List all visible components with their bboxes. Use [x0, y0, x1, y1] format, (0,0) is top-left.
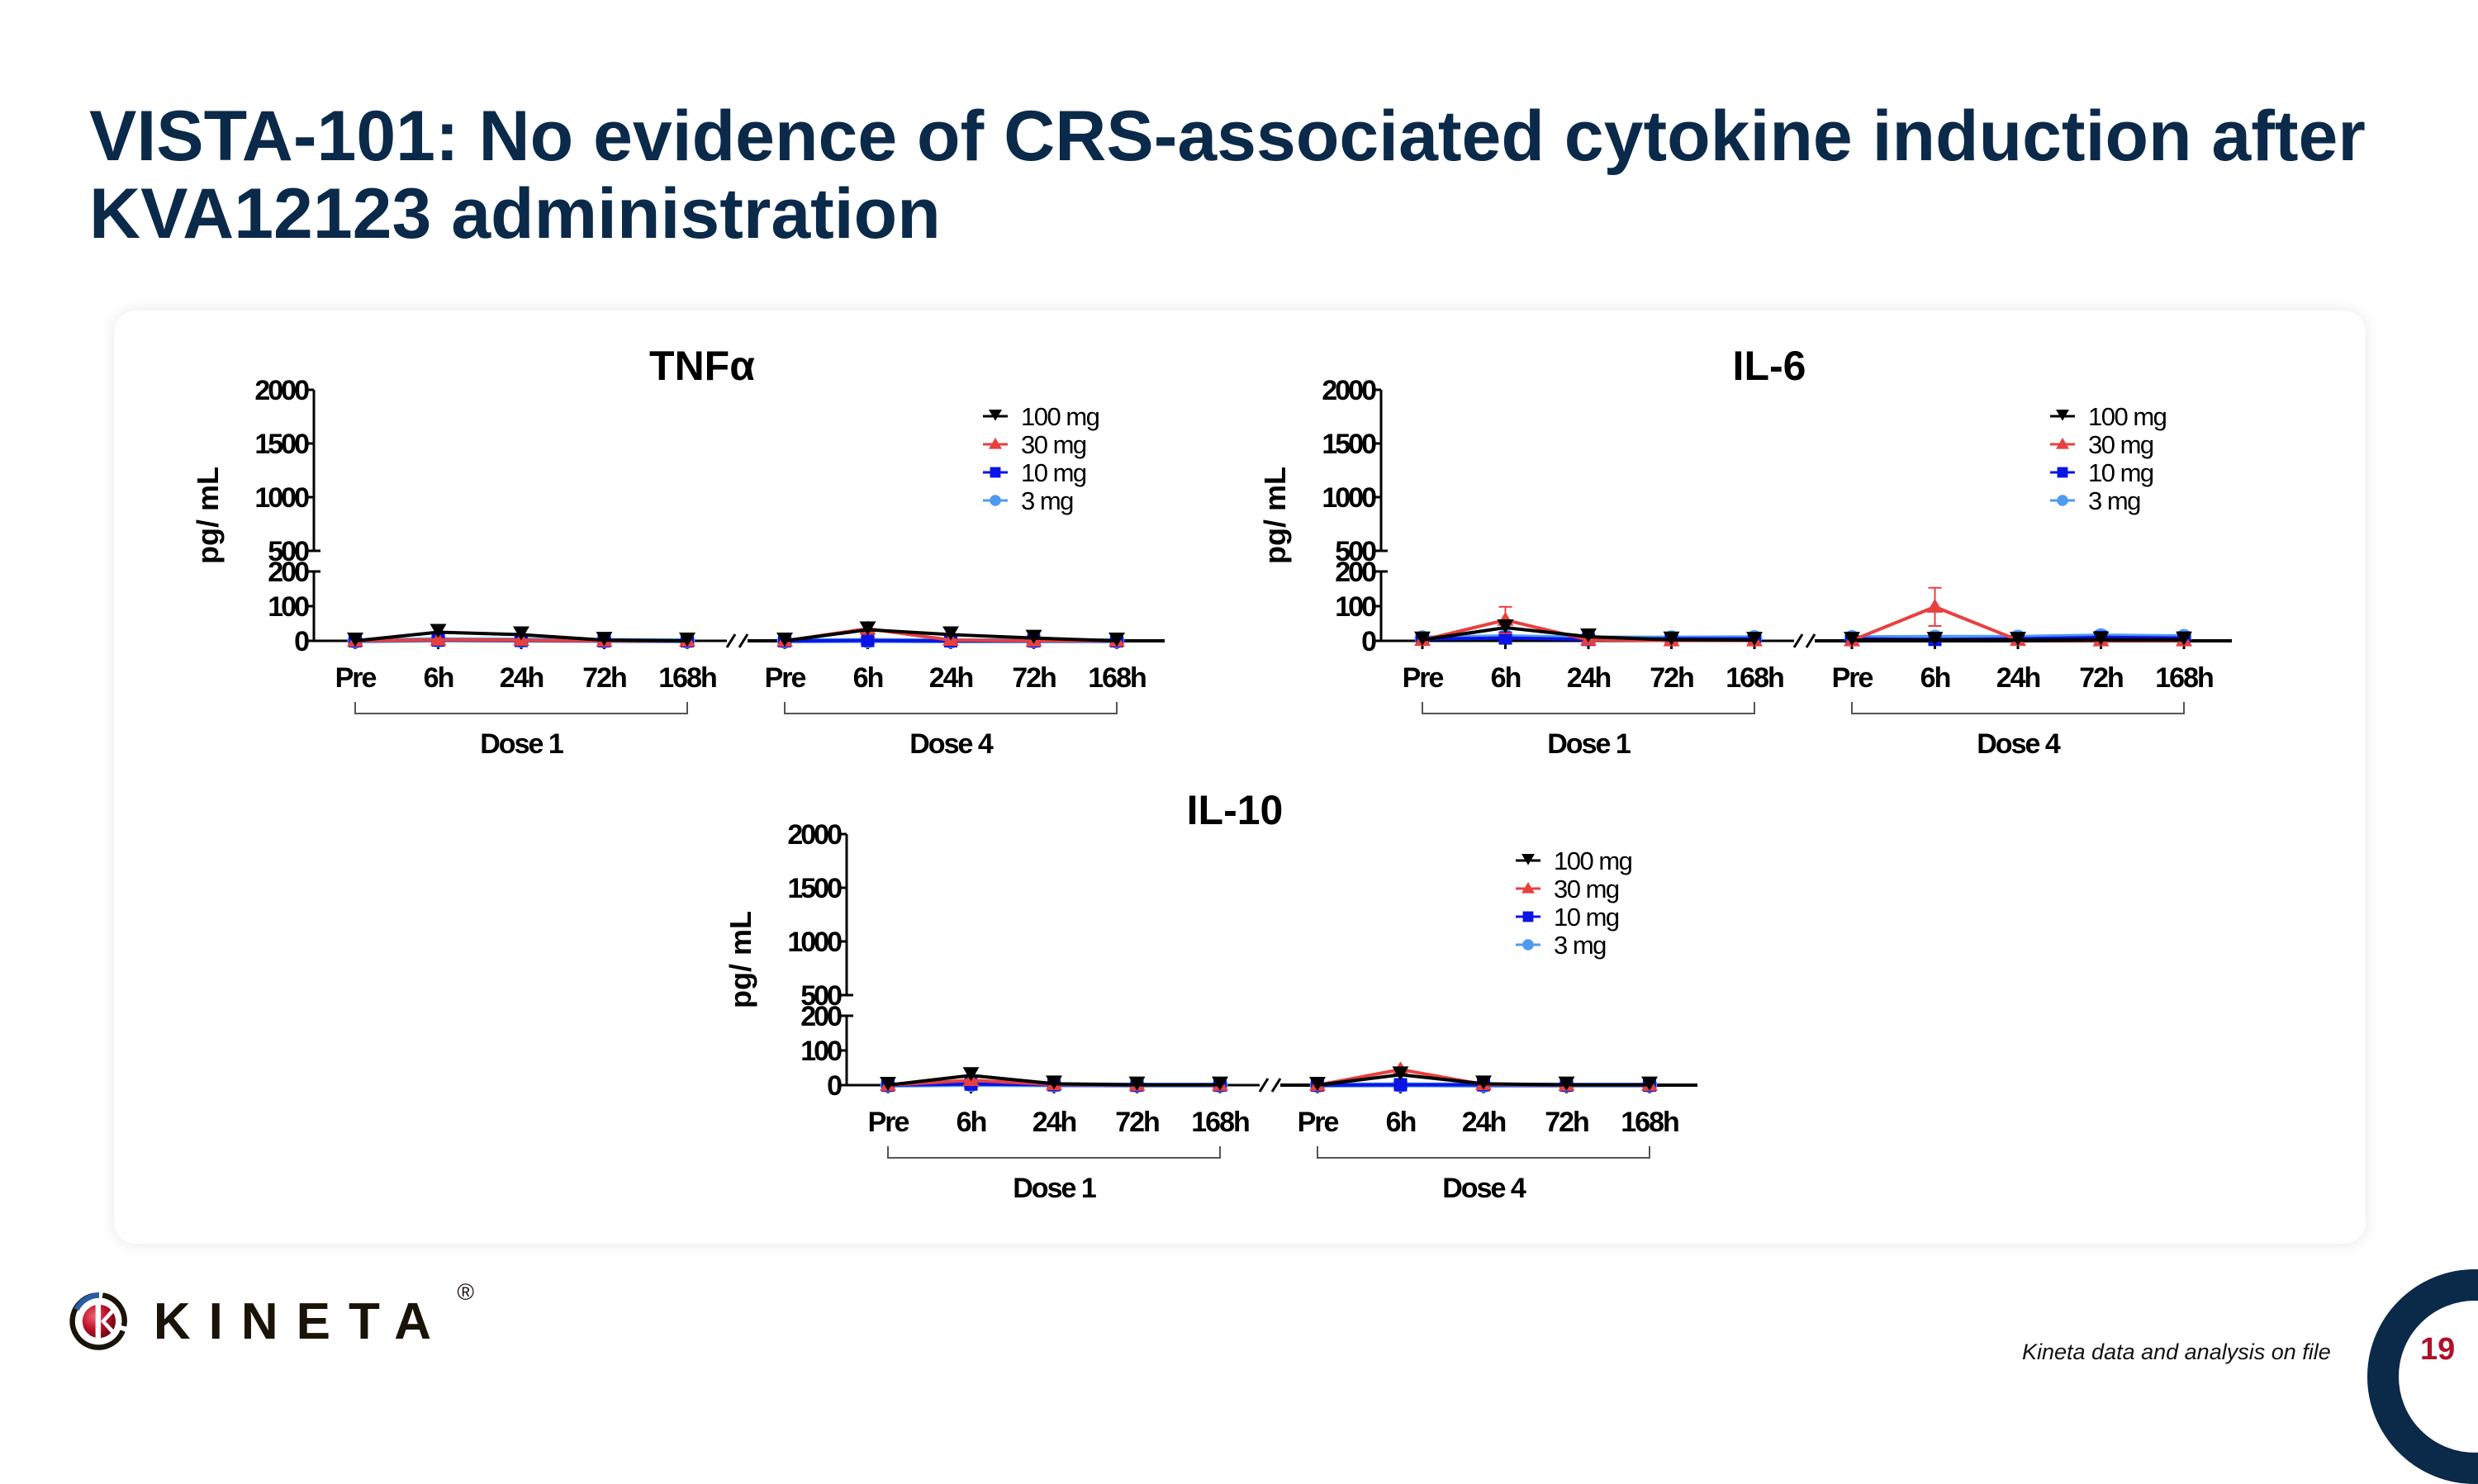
svg-text:24h: 24h: [929, 662, 973, 694]
svg-text:72h: 72h: [1115, 1107, 1159, 1138]
chart-title: IL-10: [1187, 787, 1284, 833]
svg-text:3 mg: 3 mg: [1554, 931, 1606, 960]
svg-text:100 mg: 100 mg: [1021, 402, 1099, 431]
svg-text:Dose 1: Dose 1: [480, 728, 563, 760]
series-100mg: [347, 621, 1125, 647]
chart-title: IL-6: [1733, 343, 1806, 389]
svg-text:168h: 168h: [1621, 1107, 1678, 1138]
svg-text:Dose 4: Dose 4: [1442, 1173, 1526, 1204]
slide-title: VISTA-101: No evidence of CRS-associated…: [89, 97, 2366, 254]
svg-text:500: 500: [1335, 536, 1376, 567]
page-number: 19: [2420, 1332, 2456, 1367]
svg-text:24h: 24h: [1567, 662, 1611, 694]
svg-text:Pre: Pre: [1832, 662, 1873, 694]
svg-text:0: 0: [294, 626, 309, 657]
svg-text:1500: 1500: [787, 873, 842, 904]
svg-text:Pre: Pre: [335, 662, 377, 694]
svg-text:6h: 6h: [1920, 662, 1950, 694]
svg-text:72h: 72h: [1545, 1107, 1588, 1138]
svg-text:100: 100: [800, 1036, 842, 1067]
logo-wordmark: KINETA ®: [153, 1279, 474, 1351]
svg-text:100 mg: 100 mg: [2088, 402, 2167, 431]
svg-text:1000: 1000: [1322, 482, 1376, 514]
svg-text:72h: 72h: [1650, 662, 1693, 694]
svg-text:72h: 72h: [2079, 662, 2123, 694]
svg-text:24h: 24h: [1462, 1107, 1506, 1138]
logo-text: KINETA: [153, 1292, 449, 1350]
svg-text:Pre: Pre: [1403, 662, 1444, 694]
series-100mg: [1414, 619, 2192, 647]
svg-text:200: 200: [1335, 557, 1376, 588]
svg-text:100: 100: [1335, 591, 1376, 623]
svg-text:24h: 24h: [1032, 1107, 1076, 1138]
registered-mark: ®: [457, 1278, 474, 1305]
svg-text:pg/ mL: pg/ mL: [724, 911, 757, 1008]
svg-text:6h: 6h: [1491, 662, 1521, 694]
series-100mg: [880, 1066, 1658, 1091]
svg-text:1000: 1000: [254, 482, 309, 514]
svg-text:10 mg: 10 mg: [2088, 458, 2153, 487]
svg-text:100: 100: [268, 591, 309, 623]
svg-text:500: 500: [800, 980, 842, 1012]
svg-text:168h: 168h: [1088, 662, 1146, 694]
svg-text:100 mg: 100 mg: [1554, 846, 1632, 875]
svg-text:Pre: Pre: [868, 1107, 909, 1138]
svg-text:1000: 1000: [787, 927, 842, 958]
svg-text:6h: 6h: [853, 662, 883, 694]
svg-text:30 mg: 30 mg: [2088, 430, 2153, 459]
svg-text:24h: 24h: [1996, 662, 2040, 694]
svg-text:Dose 4: Dose 4: [1977, 728, 2061, 760]
svg-text:168h: 168h: [658, 662, 716, 694]
svg-text:Dose 4: Dose 4: [909, 728, 994, 760]
chart-il10: IL-10 pg/ mL 500 1000 1500 2000 0 100 200 Pre 6h 24…: [714, 787, 1730, 1204]
svg-text:30 mg: 30 mg: [1554, 875, 1619, 903]
svg-text:168h: 168h: [2155, 662, 2213, 694]
kineta-logo-icon: [69, 1292, 127, 1350]
svg-text:Dose 1: Dose 1: [1547, 728, 1631, 760]
svg-text:0: 0: [1361, 626, 1376, 657]
svg-text:Dose 1: Dose 1: [1013, 1173, 1096, 1204]
kineta-logo: KINETA ®: [69, 1279, 474, 1363]
svg-text:pg/ mL: pg/ mL: [1258, 467, 1292, 564]
svg-text:1500: 1500: [254, 429, 309, 460]
svg-text:10 mg: 10 mg: [1554, 903, 1619, 932]
svg-text:10 mg: 10 mg: [1021, 458, 1086, 487]
page-number-arc: [2367, 1269, 2478, 1484]
svg-text:72h: 72h: [582, 662, 626, 694]
svg-text:24h: 24h: [500, 662, 544, 694]
svg-text:6h: 6h: [424, 662, 453, 694]
svg-text:30 mg: 30 mg: [1021, 430, 1086, 459]
svg-text:500: 500: [268, 536, 309, 567]
svg-text:2000: 2000: [787, 819, 842, 851]
svg-text:3 mg: 3 mg: [2088, 486, 2140, 515]
chart-title: TNFα: [649, 343, 755, 389]
svg-text:168h: 168h: [1191, 1107, 1249, 1138]
svg-text:pg/ mL: pg/ mL: [191, 467, 225, 564]
svg-text:Pre: Pre: [1298, 1107, 1339, 1138]
svg-text:6h: 6h: [1386, 1107, 1416, 1138]
svg-text:0: 0: [827, 1070, 842, 1102]
svg-text:72h: 72h: [1012, 662, 1056, 694]
svg-text:2000: 2000: [254, 375, 309, 406]
svg-text:200: 200: [800, 1001, 842, 1032]
svg-text:1500: 1500: [1322, 429, 1376, 460]
charts-panel: [114, 311, 2366, 1244]
svg-text:2000: 2000: [1322, 375, 1376, 406]
svg-text:6h: 6h: [957, 1107, 986, 1138]
svg-text:3 mg: 3 mg: [1021, 486, 1073, 515]
source-note: Kineta data and analysis on file: [2022, 1339, 2331, 1364]
chart-il6: IL-6 pg/ mL 500 1000 1500 2000 0 100 200 Pre 6h 24h…: [1249, 343, 2265, 760]
svg-text:168h: 168h: [1726, 662, 1783, 694]
svg-text:Pre: Pre: [765, 662, 806, 694]
chart-tnfa: TNFα pg/ mL 500 1000 1500 2000 0 100 200 Pre 6h 24h…: [182, 343, 1198, 760]
svg-text:200: 200: [268, 557, 309, 588]
